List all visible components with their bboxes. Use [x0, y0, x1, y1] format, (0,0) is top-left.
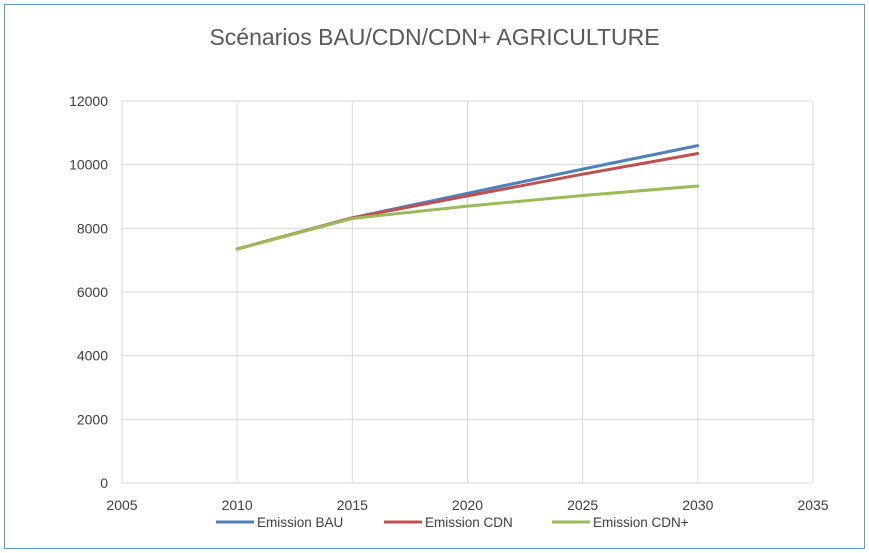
x-tick-label: 2035 [797, 497, 828, 513]
y-axis: 0 2000 4000 6000 8000 10000 12000 [69, 93, 108, 491]
x-tick-label: 2030 [682, 497, 713, 513]
x-tick-label: 2010 [222, 497, 253, 513]
y-tick-label: 12000 [69, 93, 108, 109]
x-axis: 2005 2010 2015 2020 2025 2030 2035 [106, 497, 828, 513]
y-tick-label: 6000 [77, 284, 108, 300]
legend-label-1: Emission BAU [257, 515, 343, 530]
x-tick-label: 2020 [452, 497, 483, 513]
y-tick-label: 4000 [77, 348, 108, 364]
chart-title: Scénarios BAU/CDN/CDN+ AGRICULTURE [209, 24, 660, 50]
y-tick-label: 0 [100, 475, 108, 491]
y-tick-label: 8000 [77, 220, 108, 236]
grid [121, 100, 814, 484]
legend-label-3: Emission CDN+ [593, 515, 689, 530]
x-tick-label: 2005 [106, 497, 137, 513]
legend: Emission BAU Emission CDN Emission CDN+ [216, 515, 689, 530]
y-tick-label: 10000 [69, 157, 108, 173]
y-tick-label: 2000 [77, 411, 108, 427]
legend-label-2: Emission CDN [425, 515, 513, 530]
plot-series [235, 144, 700, 251]
series-line-3 [235, 184, 700, 251]
chart-frame [4, 4, 865, 549]
x-tick-label: 2025 [567, 497, 598, 513]
x-tick-label: 2015 [337, 497, 368, 513]
